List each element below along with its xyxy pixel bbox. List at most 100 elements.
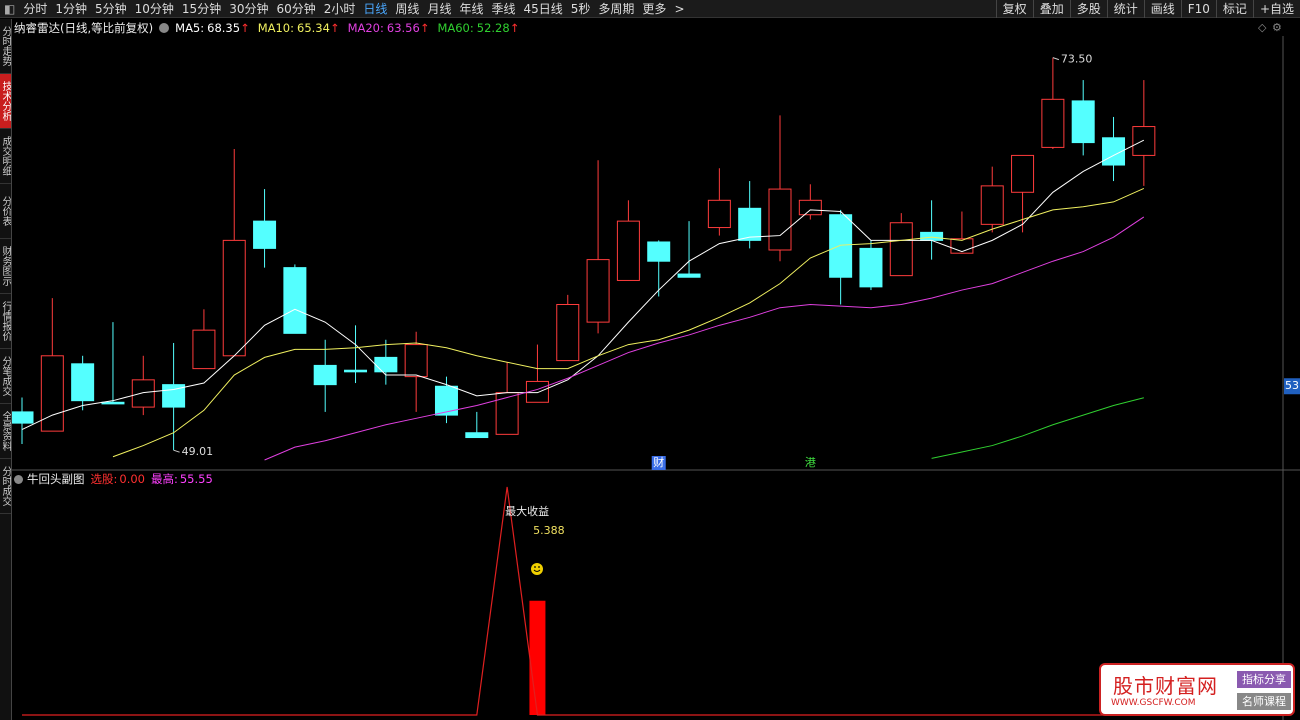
period-tab[interactable]: 多周期 bbox=[598, 2, 635, 16]
period-tab[interactable]: 季线 bbox=[491, 2, 516, 16]
period-tab[interactable]: 15分钟 bbox=[181, 2, 222, 16]
annotation-label: 73.50 bbox=[1061, 53, 1093, 66]
candle-body bbox=[1011, 154, 1035, 193]
sidebar: 分时走势 技术分析 成交明细 分价表 财务图示 行情报价 分笔成交 全景资料 分时成交 bbox=[0, 19, 12, 720]
watermark-tag: 名师课程 bbox=[1237, 693, 1291, 710]
event-label: 财 bbox=[653, 455, 664, 469]
candle-body bbox=[616, 220, 640, 281]
ma-line bbox=[112, 187, 1145, 458]
tool-button[interactable]: 画线 bbox=[1143, 0, 1181, 18]
legend-value: 65.34 bbox=[297, 21, 330, 35]
candle-body bbox=[283, 267, 307, 334]
tool-button[interactable]: 标记 bbox=[1215, 0, 1253, 18]
legend-arrow: ↑ bbox=[240, 21, 250, 35]
sidebar-tab[interactable]: 财务图示 bbox=[0, 239, 11, 294]
sidebar-tab[interactable]: 行情报价 bbox=[0, 294, 11, 349]
candle-body bbox=[798, 199, 822, 216]
chart-title: 纳睿雷达(日线,等比前复权) bbox=[14, 21, 154, 35]
sidebar-tab[interactable]: 成交明细 bbox=[0, 129, 11, 184]
settings-icon[interactable]: ⚙ bbox=[1272, 21, 1282, 34]
collapse-icon[interactable] bbox=[14, 474, 23, 484]
candle-body bbox=[40, 355, 64, 432]
ma-line bbox=[931, 397, 1144, 459]
candle-body bbox=[889, 222, 913, 277]
period-tab[interactable]: 45日线 bbox=[523, 2, 563, 16]
period-tab[interactable]: 1分钟 bbox=[55, 2, 87, 16]
collapse-icon[interactable] bbox=[159, 23, 170, 33]
period-tab[interactable]: 日线 bbox=[363, 2, 388, 16]
period-tab[interactable]: 5分钟 bbox=[95, 2, 127, 16]
sidebar-tab[interactable]: 分笔成交 bbox=[0, 349, 11, 404]
legend-arrow: ↑ bbox=[329, 21, 340, 35]
candle-body bbox=[556, 303, 580, 362]
sidebar-tab[interactable]: 分价表 bbox=[0, 184, 11, 239]
period-tab[interactable]: 月线 bbox=[427, 2, 452, 16]
annotation-hook bbox=[1052, 57, 1060, 61]
tool-button[interactable]: F10 bbox=[1180, 0, 1216, 18]
subchart-title: 牛回头副图 bbox=[27, 472, 85, 486]
sidebar-tab[interactable]: 技术分析 bbox=[0, 74, 11, 129]
candle-body bbox=[677, 273, 701, 278]
signal-line bbox=[22, 486, 1144, 716]
candle-body bbox=[647, 241, 671, 262]
candle-body bbox=[768, 188, 792, 251]
price-marker-box bbox=[1284, 378, 1300, 395]
period-tab[interactable]: 周线 bbox=[395, 2, 420, 16]
period-tab[interactable]: 年线 bbox=[459, 2, 484, 16]
candle-body bbox=[71, 363, 95, 402]
sidebar-tab[interactable]: 全景资料 bbox=[0, 404, 11, 459]
annotation-value: 5.388 bbox=[533, 524, 565, 537]
tool-button[interactable]: 叠加 bbox=[1032, 0, 1070, 18]
tool-list: 复权 叠加 多股 统计 画线 F10 标记 +自选 bbox=[995, 0, 1300, 18]
watermark: 股市财富网 WWW.GSCFW.COM 指标分享 名师课程 bbox=[1099, 663, 1295, 716]
watermark-url: WWW.GSCFW.COM bbox=[1111, 698, 1196, 708]
bar bbox=[529, 600, 546, 715]
tool-button[interactable]: 复权 bbox=[995, 0, 1033, 18]
more-button[interactable]: 更多 bbox=[642, 2, 667, 16]
annotation-title: 最大收益 bbox=[505, 504, 549, 518]
sidebar-tab[interactable]: 分时走势 bbox=[0, 19, 11, 74]
period-tab[interactable]: 10分钟 bbox=[134, 2, 174, 16]
candle-body bbox=[344, 369, 368, 373]
sidebar-tab[interactable]: 分时成交 bbox=[0, 459, 11, 514]
period-tab[interactable]: 60分钟 bbox=[276, 2, 316, 16]
candle-body bbox=[980, 185, 1004, 225]
annotation-label: 49.01 bbox=[182, 445, 214, 458]
candle-body bbox=[131, 379, 155, 408]
candle-body bbox=[950, 238, 974, 254]
period-tab[interactable]: 分时 bbox=[23, 2, 48, 16]
legend-name: MA20: bbox=[347, 21, 384, 35]
event-label: 港 bbox=[805, 456, 816, 469]
candle-body bbox=[738, 207, 762, 241]
candle-body bbox=[920, 231, 944, 241]
legend-name: MA60: bbox=[437, 21, 474, 35]
period-tab[interactable]: 5秒 bbox=[570, 2, 591, 16]
legend-name: MA5: bbox=[175, 21, 205, 35]
indicator-name: 最高: bbox=[150, 472, 178, 486]
period-tab[interactable]: 2小时 bbox=[323, 2, 356, 16]
candle-body bbox=[1132, 126, 1156, 156]
candle-body bbox=[1071, 100, 1095, 144]
watermark-name: 股市财富网 bbox=[1113, 674, 1218, 698]
period-tab[interactable]: 30分钟 bbox=[229, 2, 269, 16]
tool-button[interactable]: +自选 bbox=[1252, 0, 1300, 18]
candle-body bbox=[586, 259, 610, 323]
legend-value: 63.56 bbox=[386, 21, 420, 35]
legend-value: 52.28 bbox=[476, 21, 510, 35]
sub-legend: 牛回头副图 选股: 0.00 最高: 55.55 bbox=[14, 471, 219, 487]
period-list: 分时 1分钟 5分钟 10分钟 15分钟 30分钟 60分钟 2小时 日线 周线 月线 年线 季线 45日… bbox=[19, 0, 638, 17]
tool-button[interactable]: 统计 bbox=[1106, 0, 1144, 18]
indicator-value: 0.00 bbox=[119, 472, 145, 486]
price-marker-label: 53 bbox=[1285, 379, 1299, 392]
window-icon[interactable]: ◧ bbox=[4, 1, 16, 16]
ma-line bbox=[264, 216, 1145, 461]
candle-body bbox=[404, 344, 428, 378]
toolbar: ◧ 分时 1分钟 5分钟 10分钟 15分钟 30分钟 60分钟 2小时 日线 周线 月线 年线 季线 4… bbox=[0, 0, 1300, 18]
legend-value: 68.35 bbox=[207, 21, 241, 35]
diamond-icon[interactable]: ◇ bbox=[1258, 21, 1267, 34]
candle-body bbox=[313, 364, 337, 386]
smiley-eye bbox=[534, 566, 536, 568]
tool-button[interactable]: 多股 bbox=[1069, 0, 1107, 18]
more-arrow[interactable]: > bbox=[674, 1, 685, 16]
